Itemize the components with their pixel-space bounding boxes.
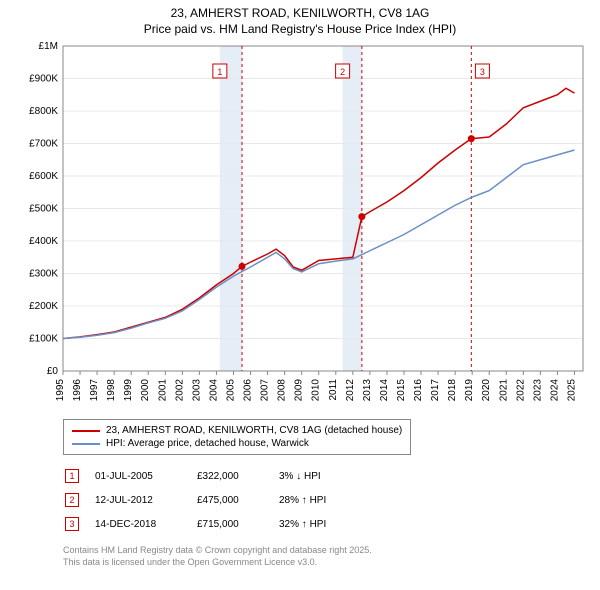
title-line-1: 23, AMHERST ROAD, KENILWORTH, CV8 1AG [171,6,430,20]
x-tick-label: 2013 [362,379,373,402]
x-tick-label: 2025 [566,379,577,402]
x-tick-label: 2004 [208,379,219,402]
annotation-number: 2 [340,67,345,77]
event-row: 2 12-JUL-2012£475,00028% ↑ HPI [65,489,340,511]
x-tick-label: 2012 [345,379,356,402]
chart-area: £0 £100K £200K £300K £400K £500K £600K £700K £80… [8,41,592,411]
x-tick-label: 2007 [260,379,271,402]
series-hpi [63,150,574,339]
legend: 23, AMHERST ROAD, KENILWORTH, CV8 1AG (d… [63,419,411,455]
event-marker: 3 [65,517,79,531]
event-price: £475,000 [197,489,277,511]
y-tick-label: £400K [29,236,58,247]
x-tick-label: 2024 [549,379,560,402]
y-tick-label: £300K [29,269,58,280]
x-tick-label: 2016 [413,379,424,402]
event-change: 28% ↑ HPI [279,489,340,511]
x-tick-label: 2021 [498,379,509,402]
x-tick-label: 2006 [243,379,254,402]
price-marker [468,135,475,142]
y-tick-label: £500K [29,204,58,215]
legend-swatch [72,443,100,445]
attribution: Contains HM Land Registry data © Crown c… [63,545,592,568]
title-line-2: Price paid vs. HM Land Registry's House … [144,22,456,36]
event-marker: 2 [65,493,79,507]
y-tick-label: £900K [29,74,58,85]
x-tick-label: 1996 [72,379,83,402]
y-tick-label: £800K [29,106,58,117]
x-tick-label: 2019 [464,379,475,402]
x-tick-label: 1999 [123,379,134,402]
event-date: 01-JUL-2005 [95,465,195,487]
x-tick-label: 2014 [379,379,390,402]
annotation-number: 3 [480,67,485,77]
x-tick-label: 2001 [157,379,168,402]
x-tick-label: 2020 [481,379,492,402]
y-tick-label: £1M [39,41,58,52]
x-tick-label: 2003 [191,379,202,402]
event-date: 12-JUL-2012 [95,489,195,511]
event-price: £322,000 [197,465,277,487]
x-tick-label: 2018 [447,379,458,402]
x-tick-label: 2000 [140,379,151,402]
x-tick-label: 2002 [174,379,185,402]
annotation-number: 1 [217,67,222,77]
x-tick-label: 2009 [294,379,305,402]
legend-row: 23, AMHERST ROAD, KENILWORTH, CV8 1AG (d… [72,424,402,437]
attribution-line-2: This data is licensed under the Open Gov… [63,557,317,567]
y-tick-label: £100K [29,334,58,345]
events-table: 1 01-JUL-2005£322,0003% ↓ HPI 2 12-JUL-2012… [63,463,342,537]
y-tick-label: £600K [29,171,58,182]
series-price_paid [63,88,574,338]
legend-label: HPI: Average price, detached house, Warw… [106,438,309,449]
y-tick-label: £200K [29,301,58,312]
x-tick-label: 1995 [55,379,66,402]
y-tick-label: £0 [47,366,59,377]
event-date: 14-DEC-2018 [95,513,195,535]
x-tick-label: 1997 [89,379,100,402]
attribution-line-1: Contains HM Land Registry data © Crown c… [63,545,372,555]
event-marker: 1 [65,469,79,483]
x-tick-label: 2010 [311,379,322,402]
x-tick-label: 2005 [225,379,236,402]
x-tick-label: 2017 [430,379,441,402]
legend-row: HPI: Average price, detached house, Warw… [72,437,402,450]
chart-svg: £0 £100K £200K £300K £400K £500K £600K £700K £80… [8,41,592,411]
x-tick-label: 2022 [515,379,526,402]
event-row: 1 01-JUL-2005£322,0003% ↓ HPI [65,465,340,487]
price-marker [358,213,365,220]
event-change: 3% ↓ HPI [279,465,340,487]
legend-swatch [72,430,100,432]
event-change: 32% ↑ HPI [279,513,340,535]
event-price: £715,000 [197,513,277,535]
legend-label: 23, AMHERST ROAD, KENILWORTH, CV8 1AG (d… [106,425,402,436]
x-tick-label: 2023 [532,379,543,402]
x-tick-label: 1998 [106,379,117,402]
event-row: 3 14-DEC-2018£715,00032% ↑ HPI [65,513,340,535]
y-tick-label: £700K [29,139,58,150]
price-marker [239,263,246,270]
x-tick-label: 2008 [277,379,288,402]
x-tick-label: 2015 [396,379,407,402]
chart-title: 23, AMHERST ROAD, KENILWORTH, CV8 1AG Pr… [8,6,592,37]
x-tick-label: 2011 [328,379,339,401]
